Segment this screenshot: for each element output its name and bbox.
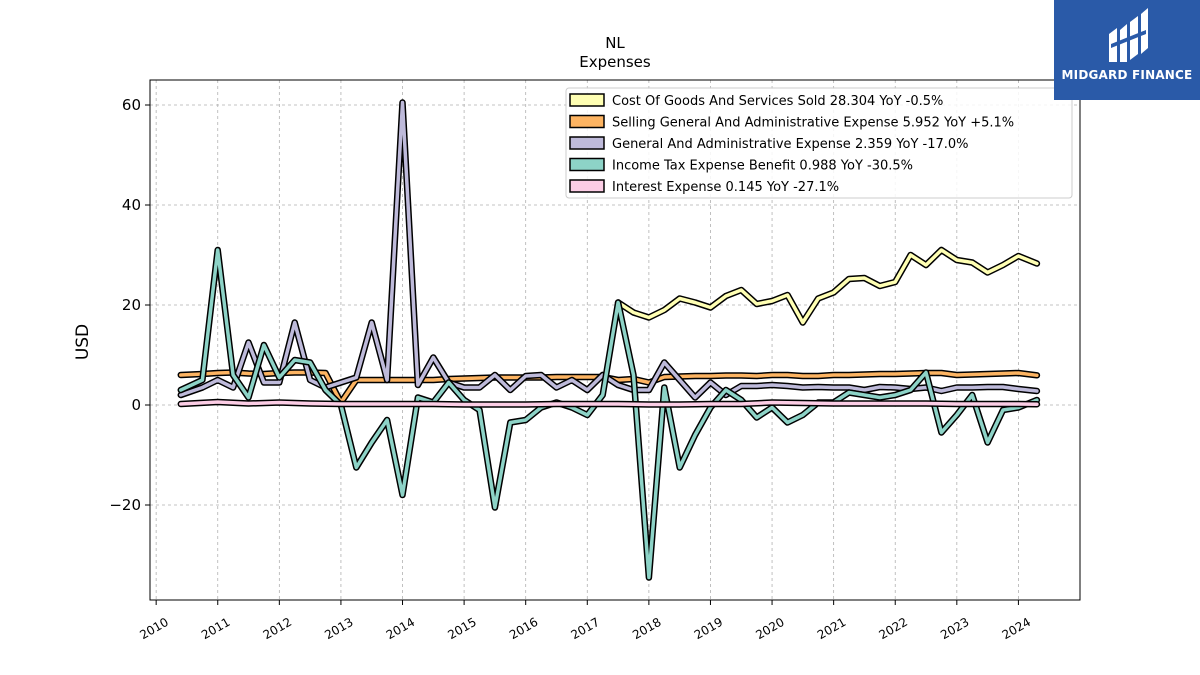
series-line-outline [614, 246, 1041, 326]
y-tick-label: 0 [131, 396, 141, 414]
x-tick-label: 2024 [1000, 615, 1033, 642]
brand-logo: MIDGARD FINANCE [1054, 0, 1200, 100]
legend-swatch [569, 114, 605, 129]
x-tick-label: 2015 [445, 615, 478, 642]
y-tick-label: 20 [122, 296, 141, 314]
legend-label: Income Tax Expense Benefit 0.988 YoY -30… [612, 159, 913, 174]
x-tick-label: 2020 [753, 615, 786, 642]
chart-title: NL [605, 34, 625, 52]
y-tick-label: 60 [122, 96, 141, 114]
series-line [179, 248, 1039, 580]
x-tick-label: 2019 [692, 615, 725, 642]
series-4 [177, 398, 1041, 408]
brand-logo-text: MIDGARD FINANCE [1061, 68, 1193, 82]
plot-frame [149, 79, 1081, 601]
series-3 [177, 246, 1041, 581]
x-tick-label: 2011 [199, 615, 232, 642]
x-tick-label: 2013 [322, 615, 355, 642]
legend-label: General And Administrative Expense 2.359… [612, 137, 969, 152]
x-tick-label: 2021 [815, 615, 848, 642]
x-tick-label: 2014 [384, 615, 417, 642]
series-line [179, 400, 1039, 407]
legend-swatch [569, 157, 605, 172]
x-tick-label: 2022 [877, 615, 910, 642]
series-2 [177, 99, 1041, 401]
chart-subtitle: Expenses [579, 53, 651, 71]
y-tick-label: −20 [109, 496, 141, 514]
x-tick-label: 2023 [938, 615, 971, 642]
midgard-emblem-icon [1109, 8, 1148, 62]
legend-swatch [569, 136, 605, 150]
legend-box [565, 87, 1073, 199]
x-tick-label: 2010 [137, 615, 170, 642]
legend: Cost Of Goods And Services Sold 28.304 Y… [565, 87, 1073, 199]
legend-swatch [569, 93, 605, 107]
legend-label: Cost Of Goods And Services Sold 28.304 Y… [612, 94, 943, 109]
legend-label: Interest Expense 0.145 YoY -27.1% [612, 180, 839, 195]
legend-label: Selling General And Administrative Expen… [612, 116, 1014, 131]
x-tick-label: 2017 [569, 615, 602, 642]
x-tick-label: 2018 [630, 615, 663, 642]
series-0 [614, 246, 1041, 326]
y-axis-label: USD [73, 324, 93, 360]
series-line [616, 248, 1039, 325]
series-line [179, 100, 1039, 400]
x-tick-label: 2016 [507, 615, 540, 642]
series-lines [177, 99, 1041, 581]
legend-swatch [569, 179, 605, 193]
x-tick-label: 2012 [261, 615, 294, 642]
y-tick-label: 40 [122, 196, 141, 214]
series-line-outline [177, 246, 1041, 581]
